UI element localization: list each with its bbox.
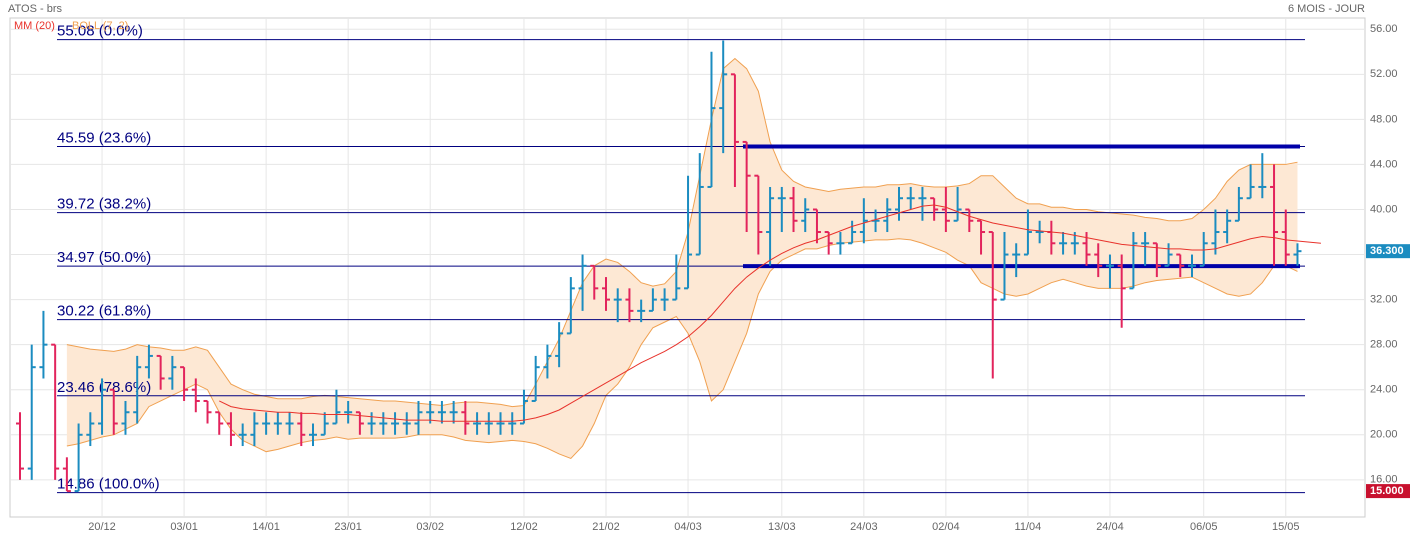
fib-label: 45.59 (23.6%) [57,129,151,146]
fib-label: 55.08 (0.0%) [57,23,143,40]
plot-frame [9,17,1366,518]
x-tick-label: 02/04 [932,521,960,533]
x-tick-label: 11/04 [1015,521,1042,533]
fib-label: 34.97 (50.0%) [57,249,151,266]
x-tick-label: 24/04 [1096,521,1124,533]
x-tick-label: 23/01 [334,521,362,533]
price-marker [1366,244,1410,259]
y-tick-label: 44.00 [1370,158,1398,170]
moving-average [219,204,1321,422]
x-tick-label: 03/02 [416,521,444,533]
y-tick-label: 16.00 [1370,474,1398,486]
price-marker-label: 36.300 [1370,245,1404,257]
fib-label: 23.46 (78.6%) [57,379,151,396]
x-tick-label: 24/03 [850,521,878,533]
y-tick-label: 28.00 [1370,339,1398,351]
x-tick-label: 20/12 [88,521,116,533]
x-tick-label: 06/05 [1190,521,1218,533]
x-tick-label: 13/03 [768,521,796,533]
fib-label: 39.72 (38.2%) [57,196,151,213]
x-tick-label: 21/02 [592,521,620,533]
x-tick-label: 03/01 [170,521,198,533]
y-tick-label: 52.00 [1370,68,1398,80]
bollinger-lower [66,238,1298,460]
fib-label: 14.86 (100.0%) [57,476,160,493]
price-marker [1366,484,1410,499]
chart-title: ATOS - brs [8,3,62,15]
price-marker-label: 15.000 [1370,485,1404,497]
y-tick-label: 40.00 [1370,203,1398,215]
x-tick-label: 14/01 [252,521,280,533]
y-tick-label: 48.00 [1370,113,1398,125]
y-tick-label: 32.00 [1370,294,1398,306]
fib-label: 30.22 (61.8%) [57,303,151,320]
legend-entry: MM (20) [14,20,55,32]
x-tick-label: 12/02 [510,521,538,533]
x-tick-label: 15/05 [1272,521,1300,533]
legend-entry: BOLL (7, 2) [72,20,128,32]
bollinger-band [66,58,1298,459]
x-tick-label: 04/03 [674,521,702,533]
y-tick-label: 24.00 [1370,384,1398,396]
y-tick-label: 20.00 [1370,429,1398,441]
y-tick-label: 56.00 [1370,23,1398,35]
bollinger-upper [66,57,1298,408]
period: 6 MOIS - JOUR [1288,3,1365,15]
